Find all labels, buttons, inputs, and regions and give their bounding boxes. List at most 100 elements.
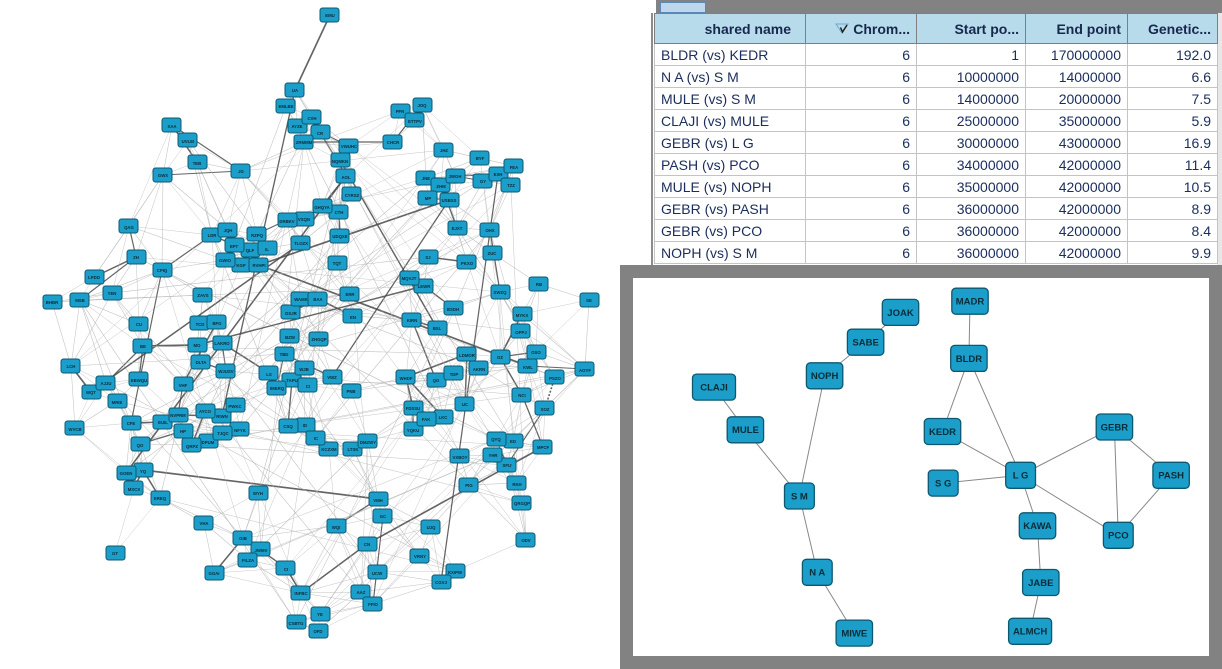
svg-text:FFIO: FFIO bbox=[368, 602, 378, 607]
svg-text:VSQN: VSQN bbox=[298, 217, 310, 222]
svg-text:RZPQ: RZPQ bbox=[251, 233, 264, 238]
svg-text:AOL: AOL bbox=[341, 175, 350, 180]
svg-text:RB: RB bbox=[536, 282, 542, 287]
svg-text:CR: CR bbox=[317, 131, 324, 136]
svg-text:LTSK: LTSK bbox=[348, 447, 360, 452]
svg-text:ZH: ZH bbox=[133, 255, 139, 260]
svg-text:ZUC: ZUC bbox=[488, 251, 497, 256]
svg-text:JOAK: JOAK bbox=[887, 308, 914, 319]
svg-text:XWZQ: XWZQ bbox=[494, 290, 508, 295]
svg-text:DRBKV: DRBKV bbox=[279, 219, 294, 224]
svg-text:WJB: WJB bbox=[299, 367, 309, 372]
svg-text:KWL: KWL bbox=[523, 365, 533, 370]
svg-text:JHZ: JHZ bbox=[440, 148, 448, 153]
svg-text:GC: GC bbox=[380, 514, 386, 519]
svg-text:PWKC: PWKC bbox=[228, 404, 241, 409]
svg-text:LDMOR: LDMOR bbox=[459, 353, 476, 358]
svg-text:MADR: MADR bbox=[956, 297, 985, 308]
svg-text:LDR: LDR bbox=[208, 233, 218, 238]
svg-text:TJQC: TJQC bbox=[217, 431, 228, 436]
svg-text:INFBC: INFBC bbox=[294, 591, 307, 596]
svg-text:GHQYA: GHQYA bbox=[314, 205, 329, 210]
svg-text:EN: EN bbox=[350, 315, 356, 320]
svg-text:UDQXE: UDQXE bbox=[332, 234, 347, 239]
svg-text:HP: HP bbox=[180, 429, 186, 434]
svg-text:IL: IL bbox=[265, 247, 269, 252]
svg-text:FILZA: FILZA bbox=[242, 558, 254, 563]
svg-text:WVCB: WVCB bbox=[68, 427, 81, 432]
svg-text:QAG: QAG bbox=[124, 225, 134, 230]
svg-text:BHBR: BHBR bbox=[46, 300, 59, 305]
svg-text:SABE: SABE bbox=[852, 338, 878, 349]
svg-text:N A: N A bbox=[809, 568, 825, 579]
svg-text:PFN: PFN bbox=[396, 109, 405, 114]
svg-text:YQKU: YQKU bbox=[407, 428, 419, 433]
svg-text:LCH: LCH bbox=[67, 364, 76, 369]
svg-text:OPPJ: OPPJ bbox=[515, 330, 527, 335]
svg-text:JOQ: JOQ bbox=[417, 103, 427, 108]
svg-text:YHR: YHR bbox=[488, 453, 498, 458]
svg-text:QRGQP: QRGQP bbox=[514, 501, 530, 506]
svg-text:LPDD: LPDD bbox=[88, 275, 100, 280]
svg-text:DPUM: DPUM bbox=[202, 440, 215, 445]
svg-text:CI: CI bbox=[284, 567, 288, 572]
svg-text:NVPRM: NVPRM bbox=[170, 413, 186, 418]
svg-text:EMU: EMU bbox=[325, 13, 335, 18]
svg-text:BAA: BAA bbox=[313, 297, 322, 302]
svg-text:NQMKN: NQMKN bbox=[332, 159, 348, 164]
svg-text:MXCX: MXCX bbox=[128, 487, 141, 492]
svg-text:SE: SE bbox=[586, 298, 592, 303]
svg-text:UCW: UCW bbox=[372, 571, 383, 576]
svg-text:GY: GY bbox=[480, 179, 486, 184]
svg-text:SJ: SJ bbox=[425, 255, 431, 260]
svg-text:MRIE: MRIE bbox=[112, 400, 123, 405]
svg-text:ZHM: ZHM bbox=[436, 184, 446, 189]
svg-text:JNE: JNE bbox=[422, 176, 430, 181]
svg-text:AYCO: AYCO bbox=[199, 409, 212, 414]
svg-text:BZW: BZW bbox=[285, 335, 296, 340]
svg-text:TLOZX: TLOZX bbox=[294, 241, 308, 246]
svg-text:UJQ: UJQ bbox=[427, 525, 436, 530]
svg-text:AYZE: AYZE bbox=[291, 124, 302, 129]
svg-text:OZ: OZ bbox=[497, 355, 503, 360]
svg-text:VWZ: VWZ bbox=[327, 375, 337, 380]
svg-text:RVHPI: RVHPI bbox=[252, 263, 265, 268]
svg-text:MSB: MSB bbox=[75, 298, 85, 303]
svg-text:PSZO: PSZO bbox=[549, 376, 561, 381]
svg-text:LEWR: LEWR bbox=[418, 284, 432, 289]
svg-text:KCZXM: KCZXM bbox=[321, 447, 337, 452]
svg-text:BLDR: BLDR bbox=[956, 354, 983, 365]
svg-text:TBD: TBD bbox=[280, 352, 289, 357]
svg-text:CU: CU bbox=[136, 322, 142, 327]
svg-text:FDSSU: FDSSU bbox=[406, 406, 421, 411]
svg-text:TEB: TEB bbox=[193, 161, 202, 166]
svg-text:PKXO: PKXO bbox=[461, 261, 474, 266]
svg-text:MO: MO bbox=[194, 343, 202, 348]
svg-text:EJXT: EJXT bbox=[452, 226, 463, 231]
svg-text:TCD: TCD bbox=[196, 322, 205, 327]
svg-text:VMH: VMH bbox=[373, 498, 383, 503]
svg-text:MPCF: MPCF bbox=[537, 445, 550, 450]
svg-text:JWMV: JWMV bbox=[255, 548, 268, 553]
svg-text:BFG: BFG bbox=[212, 321, 222, 326]
svg-text:SOZ: SOZ bbox=[541, 407, 550, 412]
svg-text:QG: QG bbox=[433, 378, 440, 383]
svg-text:AKRN: AKRN bbox=[473, 367, 485, 372]
svg-text:JWGH: JWGH bbox=[449, 174, 462, 179]
svg-text:OFD: OFD bbox=[313, 629, 322, 634]
svg-text:GWIO: GWIO bbox=[219, 258, 232, 263]
svg-text:IMERQ: IMERQ bbox=[270, 386, 285, 391]
svg-text:IC: IC bbox=[314, 436, 318, 441]
svg-text:GEBR: GEBR bbox=[1101, 422, 1129, 433]
svg-text:MYKX: MYKX bbox=[516, 313, 529, 318]
svg-text:L G: L G bbox=[1013, 471, 1029, 482]
svg-text:DLTA: DLTA bbox=[196, 360, 207, 365]
svg-text:QYQ: QYQ bbox=[491, 437, 501, 442]
svg-text:VHA: VHA bbox=[199, 521, 208, 526]
svg-text:XAA: XAA bbox=[167, 124, 176, 129]
svg-text:EMLBE: EMLBE bbox=[278, 104, 293, 109]
svg-text:GWX: GWX bbox=[158, 173, 168, 178]
svg-text:YEN: YEN bbox=[108, 291, 117, 296]
svg-text:LKC: LKC bbox=[439, 415, 448, 420]
svg-text:AOYF: AOYF bbox=[579, 368, 591, 373]
